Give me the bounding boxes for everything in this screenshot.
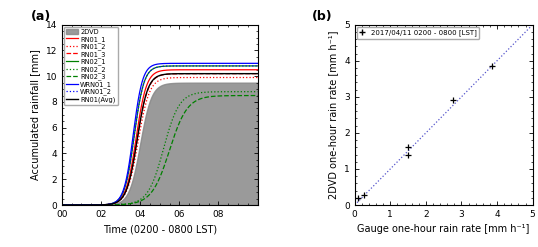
RN02_2	[59, 204, 65, 206]
Line: RN02_2: RN02_2	[62, 92, 258, 205]
RN02_3	[79, 204, 85, 206]
RN01(Avg)	[138, 115, 144, 118]
RN02_1	[59, 204, 65, 206]
RN01(Avg)	[59, 204, 65, 206]
Point	[404, 153, 413, 157]
RN02_3	[193, 99, 200, 102]
RN01_3	[79, 204, 85, 206]
RN02_3	[215, 95, 221, 98]
Line: RN01_3: RN01_3	[62, 74, 258, 205]
WRN01_2	[59, 204, 65, 206]
RN02_1	[211, 64, 218, 67]
X-axis label: Gauge one-hour rain rate [mm h⁻¹]: Gauge one-hour rain rate [mm h⁻¹]	[357, 225, 530, 234]
Line: WRN01_2: WRN01_2	[62, 66, 258, 205]
RN01_3	[59, 204, 65, 206]
RN02_3	[138, 199, 144, 202]
RN01_1	[79, 204, 85, 206]
RN01_3	[215, 72, 221, 75]
RN01_2	[59, 204, 65, 206]
WRN01_1	[59, 204, 65, 206]
RN01(Avg)	[254, 72, 261, 75]
Point	[354, 196, 363, 200]
RN02_2	[254, 90, 261, 93]
RN01_1	[145, 81, 151, 84]
RN01_1	[193, 68, 200, 71]
RN01_2	[138, 124, 144, 127]
RN02_1	[138, 92, 144, 95]
Point	[448, 98, 457, 102]
Line: RN01_1: RN01_1	[62, 70, 258, 205]
WRN01_2	[193, 64, 200, 67]
WRN01_1	[211, 62, 218, 65]
RN02_1	[215, 64, 221, 67]
Line: RN02_3: RN02_3	[62, 96, 258, 205]
RN02_3	[145, 194, 151, 197]
Point	[404, 144, 413, 148]
RN01_3	[145, 88, 151, 91]
Line: RN01(Avg): RN01(Avg)	[62, 74, 258, 205]
RN01_1	[59, 204, 65, 206]
Y-axis label: 2DVD one-hour rain rate [mm h⁻¹]: 2DVD one-hour rain rate [mm h⁻¹]	[329, 31, 338, 199]
RN02_1	[79, 204, 85, 206]
RN01_2	[145, 95, 151, 98]
RN01(Avg)	[215, 72, 221, 75]
Text: (a): (a)	[31, 10, 51, 23]
WRN01_2	[211, 64, 218, 67]
RN02_3	[211, 95, 218, 98]
WRN01_1	[145, 68, 151, 71]
RN01_2	[211, 76, 218, 79]
WRN01_1	[138, 84, 144, 87]
Point	[359, 193, 368, 197]
RN02_3	[254, 94, 261, 97]
RN01(Avg)	[79, 204, 85, 206]
WRN01_2	[138, 92, 144, 95]
Point	[487, 64, 496, 68]
RN01_1	[215, 68, 221, 71]
WRN01_2	[145, 72, 151, 75]
RN01_1	[138, 107, 144, 110]
Line: RN02_1: RN02_1	[62, 66, 258, 205]
RN02_1	[254, 64, 261, 67]
RN02_3	[59, 204, 65, 206]
RN02_2	[79, 204, 85, 206]
WRN01_2	[254, 64, 261, 67]
RN02_2	[193, 92, 200, 95]
RN02_2	[211, 90, 218, 93]
WRN01_1	[215, 62, 221, 65]
WRN01_1	[79, 204, 85, 206]
WRN01_2	[79, 204, 85, 206]
Line: RN01_2: RN01_2	[62, 78, 258, 205]
RN02_1	[145, 72, 151, 75]
RN01_2	[79, 204, 85, 206]
RN01_2	[254, 76, 261, 79]
RN01_1	[254, 68, 261, 71]
RN01_3	[254, 72, 261, 75]
RN01_3	[193, 72, 200, 75]
Line: WRN01_1: WRN01_1	[62, 63, 258, 205]
RN01_2	[215, 76, 221, 79]
Text: (b): (b)	[312, 10, 332, 23]
RN01(Avg)	[211, 72, 218, 75]
RN02_1	[193, 64, 200, 67]
RN01_3	[138, 116, 144, 119]
Y-axis label: Accumulated rainfall [mm]: Accumulated rainfall [mm]	[30, 49, 40, 180]
Legend: 2DVD, RN01_1, RN01_2, RN01_3, RN02_1, RN02_2, RN02_3, WRN01_1, WRN01_2, RN01(Avg: 2DVD, RN01_1, RN01_2, RN01_3, RN02_1, RN…	[64, 27, 118, 105]
WRN01_2	[215, 64, 221, 67]
RN01_2	[193, 76, 200, 79]
RN02_2	[215, 90, 221, 93]
RN01(Avg)	[193, 72, 200, 75]
X-axis label: Time (0200 - 0800 LST): Time (0200 - 0800 LST)	[103, 225, 217, 234]
RN01_1	[211, 68, 218, 71]
WRN01_1	[193, 62, 200, 65]
RN01_3	[211, 72, 218, 75]
RN01(Avg)	[145, 87, 151, 90]
WRN01_1	[254, 62, 261, 65]
RN02_2	[145, 190, 151, 193]
RN02_2	[138, 198, 144, 201]
Legend: 2017/04/11 0200 - 0800 [LST]: 2017/04/11 0200 - 0800 [LST]	[357, 27, 479, 39]
